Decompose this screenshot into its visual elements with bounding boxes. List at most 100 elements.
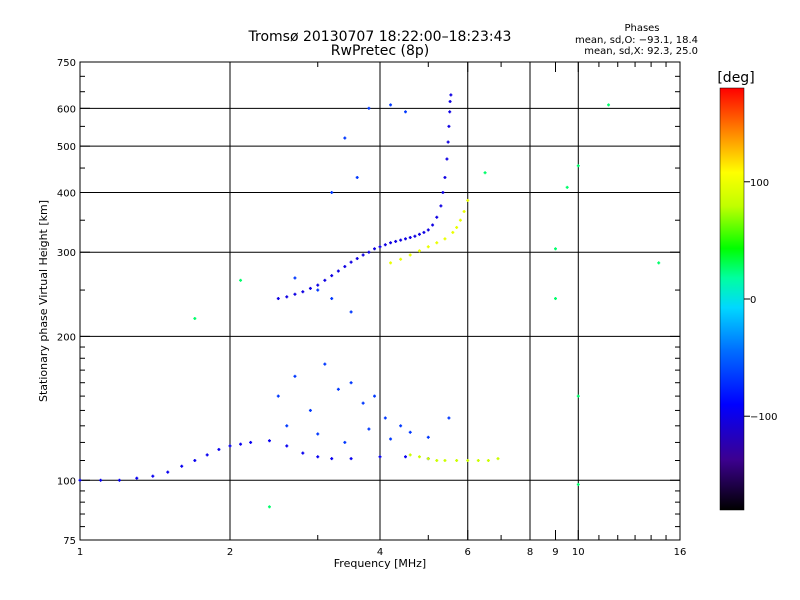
grid-lines: [80, 62, 680, 540]
data-point: [576, 164, 580, 168]
data-point: [349, 260, 353, 264]
data-points: [78, 93, 661, 509]
data-point: [413, 234, 417, 238]
data-point: [361, 401, 365, 405]
data-point: [267, 439, 271, 443]
data-point: [486, 458, 490, 462]
data-point: [367, 106, 371, 110]
data-point: [476, 458, 480, 462]
data-point: [458, 218, 462, 222]
data-point: [383, 243, 387, 247]
data-point: [441, 190, 445, 194]
data-point: [378, 455, 382, 459]
data-point: [451, 230, 455, 234]
data-point: [349, 381, 353, 385]
data-point: [361, 253, 365, 257]
y-tick-label: 300: [57, 248, 76, 259]
data-point: [355, 175, 359, 179]
data-point: [330, 457, 334, 461]
data-point: [408, 430, 412, 434]
chart-subtitle: RwPretec (8p): [331, 43, 429, 59]
data-point: [285, 444, 289, 448]
data-point: [394, 239, 398, 243]
y-tick-label: 600: [57, 104, 76, 115]
data-point: [99, 478, 103, 482]
data-point: [446, 140, 450, 144]
data-point: [316, 432, 320, 436]
data-point: [293, 374, 297, 378]
data-point: [293, 276, 297, 280]
data-point: [576, 482, 580, 486]
data-point: [343, 265, 347, 269]
data-point: [435, 458, 439, 462]
data-point: [349, 310, 353, 314]
data-point: [389, 261, 393, 265]
x-tick-label: 2: [227, 547, 233, 558]
data-point: [151, 474, 155, 478]
x-tick-label: 1: [77, 547, 83, 558]
data-point: [349, 457, 353, 461]
data-point: [135, 476, 139, 480]
y-axis-ticks: 75 100 200 300 400 500 600 750: [57, 58, 680, 547]
data-point: [426, 245, 430, 249]
data-point: [408, 236, 412, 240]
data-point: [267, 505, 271, 509]
data-point: [330, 190, 334, 194]
data-point: [276, 394, 280, 398]
data-point: [466, 458, 470, 462]
data-point: [657, 261, 661, 265]
data-point: [205, 453, 209, 457]
data-point: [389, 437, 393, 441]
data-point: [180, 464, 184, 468]
data-point: [435, 215, 439, 219]
data-point: [276, 297, 280, 301]
data-point: [285, 424, 289, 428]
data-point: [217, 447, 221, 451]
y-tick-label: 400: [57, 188, 76, 199]
data-point: [462, 210, 466, 214]
data-point: [403, 110, 407, 114]
data-point: [455, 458, 459, 462]
data-point: [576, 394, 580, 398]
data-point: [426, 435, 430, 439]
data-point: [565, 185, 569, 189]
data-point: [417, 455, 421, 459]
data-point: [389, 103, 393, 107]
y-tick-label: 75: [63, 536, 76, 547]
x-tick-label: 10: [572, 547, 585, 558]
data-point: [447, 124, 451, 128]
data-point: [336, 387, 340, 391]
data-point: [399, 424, 403, 428]
data-point: [323, 278, 327, 282]
phase-stats-title: Phases: [624, 23, 659, 34]
data-point: [435, 241, 439, 245]
data-point: [408, 453, 412, 457]
chart-title: Tromsø 20130707 18:22:00–18:23:43: [248, 29, 512, 45]
data-point: [343, 440, 347, 444]
data-point: [78, 478, 82, 482]
data-point: [417, 232, 421, 236]
data-point: [439, 204, 443, 208]
x-tick-label: 9: [552, 547, 558, 558]
x-axis-ticks: 1 2 4 6 8 9 10 16: [77, 62, 686, 558]
data-point: [330, 274, 334, 278]
data-point: [447, 416, 451, 420]
data-point: [399, 257, 403, 261]
data-point: [249, 440, 253, 444]
x-tick-label: 8: [527, 547, 533, 558]
data-point: [193, 316, 197, 320]
data-point: [553, 297, 557, 301]
y-axis-label: Stationary phase Virtual Height [km]: [37, 200, 50, 402]
x-axis-label: Frequency [MHz]: [334, 557, 426, 570]
data-point: [449, 93, 453, 97]
colorbar-tick-label: 100: [750, 178, 769, 189]
data-point: [285, 295, 289, 299]
data-point: [431, 223, 435, 227]
data-point: [193, 458, 197, 462]
data-point: [483, 171, 487, 175]
data-point: [301, 290, 305, 294]
data-point: [308, 286, 312, 290]
data-point: [316, 283, 320, 287]
data-point: [239, 278, 243, 282]
data-point: [443, 237, 447, 241]
